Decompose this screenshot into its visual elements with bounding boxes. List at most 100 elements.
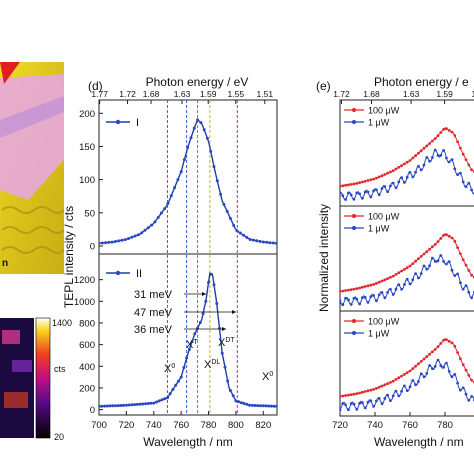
- toptick-e-label: 1.55: [472, 89, 474, 99]
- ytick-lower-label: 800: [79, 318, 95, 329]
- toptick-d-label: 1.55: [228, 89, 245, 99]
- series-II-point: [215, 302, 219, 305]
- series-I-point: [215, 179, 219, 183]
- series-II-point: [198, 321, 202, 324]
- legend-e-middle-marker: [352, 214, 356, 218]
- series-1uw-e-bottom-line: [340, 359, 474, 411]
- series-II-point: [135, 402, 139, 406]
- series-II-point: [239, 401, 243, 405]
- series-I-point: [153, 220, 157, 224]
- series-II-point: [259, 404, 263, 408]
- legend-II: II: [106, 268, 142, 280]
- ytick-upper-label: 200: [79, 109, 95, 120]
- series-I-point: [169, 194, 173, 198]
- toptick-d-label: 1.59: [200, 89, 217, 99]
- series-I-point: [117, 239, 121, 243]
- series-II-point: [108, 404, 112, 408]
- toptick-d-label: 1.63: [174, 89, 191, 99]
- series-I-point: [163, 207, 167, 211]
- series-II-point: [105, 404, 109, 408]
- series-II-point: [133, 403, 137, 407]
- xtick-d-label: 720: [118, 420, 134, 431]
- series-I-point: [159, 211, 163, 215]
- series-II-point: [201, 312, 205, 316]
- series-II-point: [119, 404, 123, 407]
- series-I-point: [225, 209, 229, 213]
- series-II-point: [261, 404, 265, 408]
- legend-e-top-marker: [352, 120, 356, 124]
- legend-e-bottom-legend_high: 100 μW: [368, 317, 400, 327]
- ytick-upper-label: 100: [79, 175, 95, 186]
- ytick-upper-label: 50: [84, 208, 95, 219]
- series-I-point: [104, 241, 108, 245]
- annot-47mev: 47 meV: [134, 307, 173, 319]
- legend-e-bottom-marker: [352, 331, 356, 335]
- series-II-point: [223, 365, 227, 369]
- label-xDL: XDL: [204, 359, 220, 371]
- colorbar-min-label: 20: [54, 432, 64, 442]
- series-II-point: [185, 356, 189, 360]
- series-II-point: [256, 404, 260, 408]
- panel-e-label: (e): [316, 79, 331, 93]
- series-II-point: [231, 394, 235, 398]
- panel-e-frame-top: [339, 99, 474, 207]
- colorbar: [35, 317, 51, 439]
- toptick-d-label: 1.68: [143, 89, 160, 99]
- panel-e: (e) Photon energy / e 1.721.681.631.591.…: [316, 75, 474, 449]
- toptick-d-label: 1.72: [119, 89, 136, 99]
- panel-d-lower-frame: [98, 253, 278, 416]
- series-I-point: [205, 136, 209, 140]
- series-I-point: [265, 240, 269, 244]
- series-II-point: [163, 397, 167, 401]
- legend-e-middle-marker: [352, 226, 356, 230]
- series-I-point: [113, 240, 117, 243]
- annot-31mev: 31 meV: [134, 289, 173, 301]
- series-II-point: [166, 396, 169, 400]
- toptick-e-label: 1.72: [333, 89, 350, 99]
- colorbar-unit-label: cts: [54, 364, 66, 374]
- series-II-point: [250, 403, 254, 407]
- legend-e-bottom-legend_low: 1 μW: [368, 329, 390, 339]
- ytick-lower-label: 1000: [74, 297, 95, 308]
- ytick-lower-label: 600: [79, 340, 95, 351]
- series-I-point: [143, 228, 147, 232]
- series-II-point: [204, 299, 208, 303]
- series-I-point: [251, 238, 255, 242]
- series-100uw-e-middle-line: [340, 233, 474, 292]
- xtick-d-label: 700: [91, 420, 107, 431]
- panel-e-plots: [340, 127, 474, 412]
- series-I-point: [219, 192, 223, 196]
- series-II-point: [122, 403, 126, 407]
- series-II-point: [242, 402, 246, 405]
- series-II-point: [152, 401, 156, 405]
- series-I-point: [127, 237, 131, 240]
- legend-I: I: [106, 117, 139, 129]
- series-II-point: [193, 332, 197, 336]
- series-II-point: [168, 392, 172, 396]
- series-II-point: [228, 389, 232, 392]
- series-I-point: [179, 170, 183, 174]
- ytick-lower-label: 400: [79, 362, 95, 373]
- legend-e-bottom-marker: [352, 319, 356, 323]
- xtick-e-label: 740: [367, 420, 383, 431]
- series-II-point: [157, 399, 161, 403]
- series-II-point: [155, 400, 158, 404]
- legend-II-label: II: [136, 268, 142, 280]
- series-I-point: [146, 226, 150, 230]
- series-I-point: [232, 223, 236, 227]
- series-I-point: [150, 223, 154, 227]
- panel-e-top-axis-title: Photon energy / e: [374, 75, 469, 89]
- map-corner-text: n: [2, 258, 8, 269]
- ytick-upper-label: 150: [79, 142, 95, 153]
- series-II-point: [111, 404, 115, 408]
- series-II-point: [234, 399, 238, 403]
- series-II-point: [100, 404, 104, 408]
- series-I-point: [166, 202, 170, 205]
- ytick-upper-label: 0: [90, 242, 95, 253]
- series-I-point: [107, 240, 111, 244]
- panel-e-top-ticks: 1.72 1.68 1.63 1.59 1.55: [333, 89, 474, 104]
- map-red-marker: [0, 62, 20, 84]
- series-II-point: [179, 375, 183, 379]
- series-II-point: [149, 401, 153, 405]
- panel-d-top-ticks: 1.77 1.72 1.68 1.63 1.59 1.55 1.51: [91, 89, 273, 104]
